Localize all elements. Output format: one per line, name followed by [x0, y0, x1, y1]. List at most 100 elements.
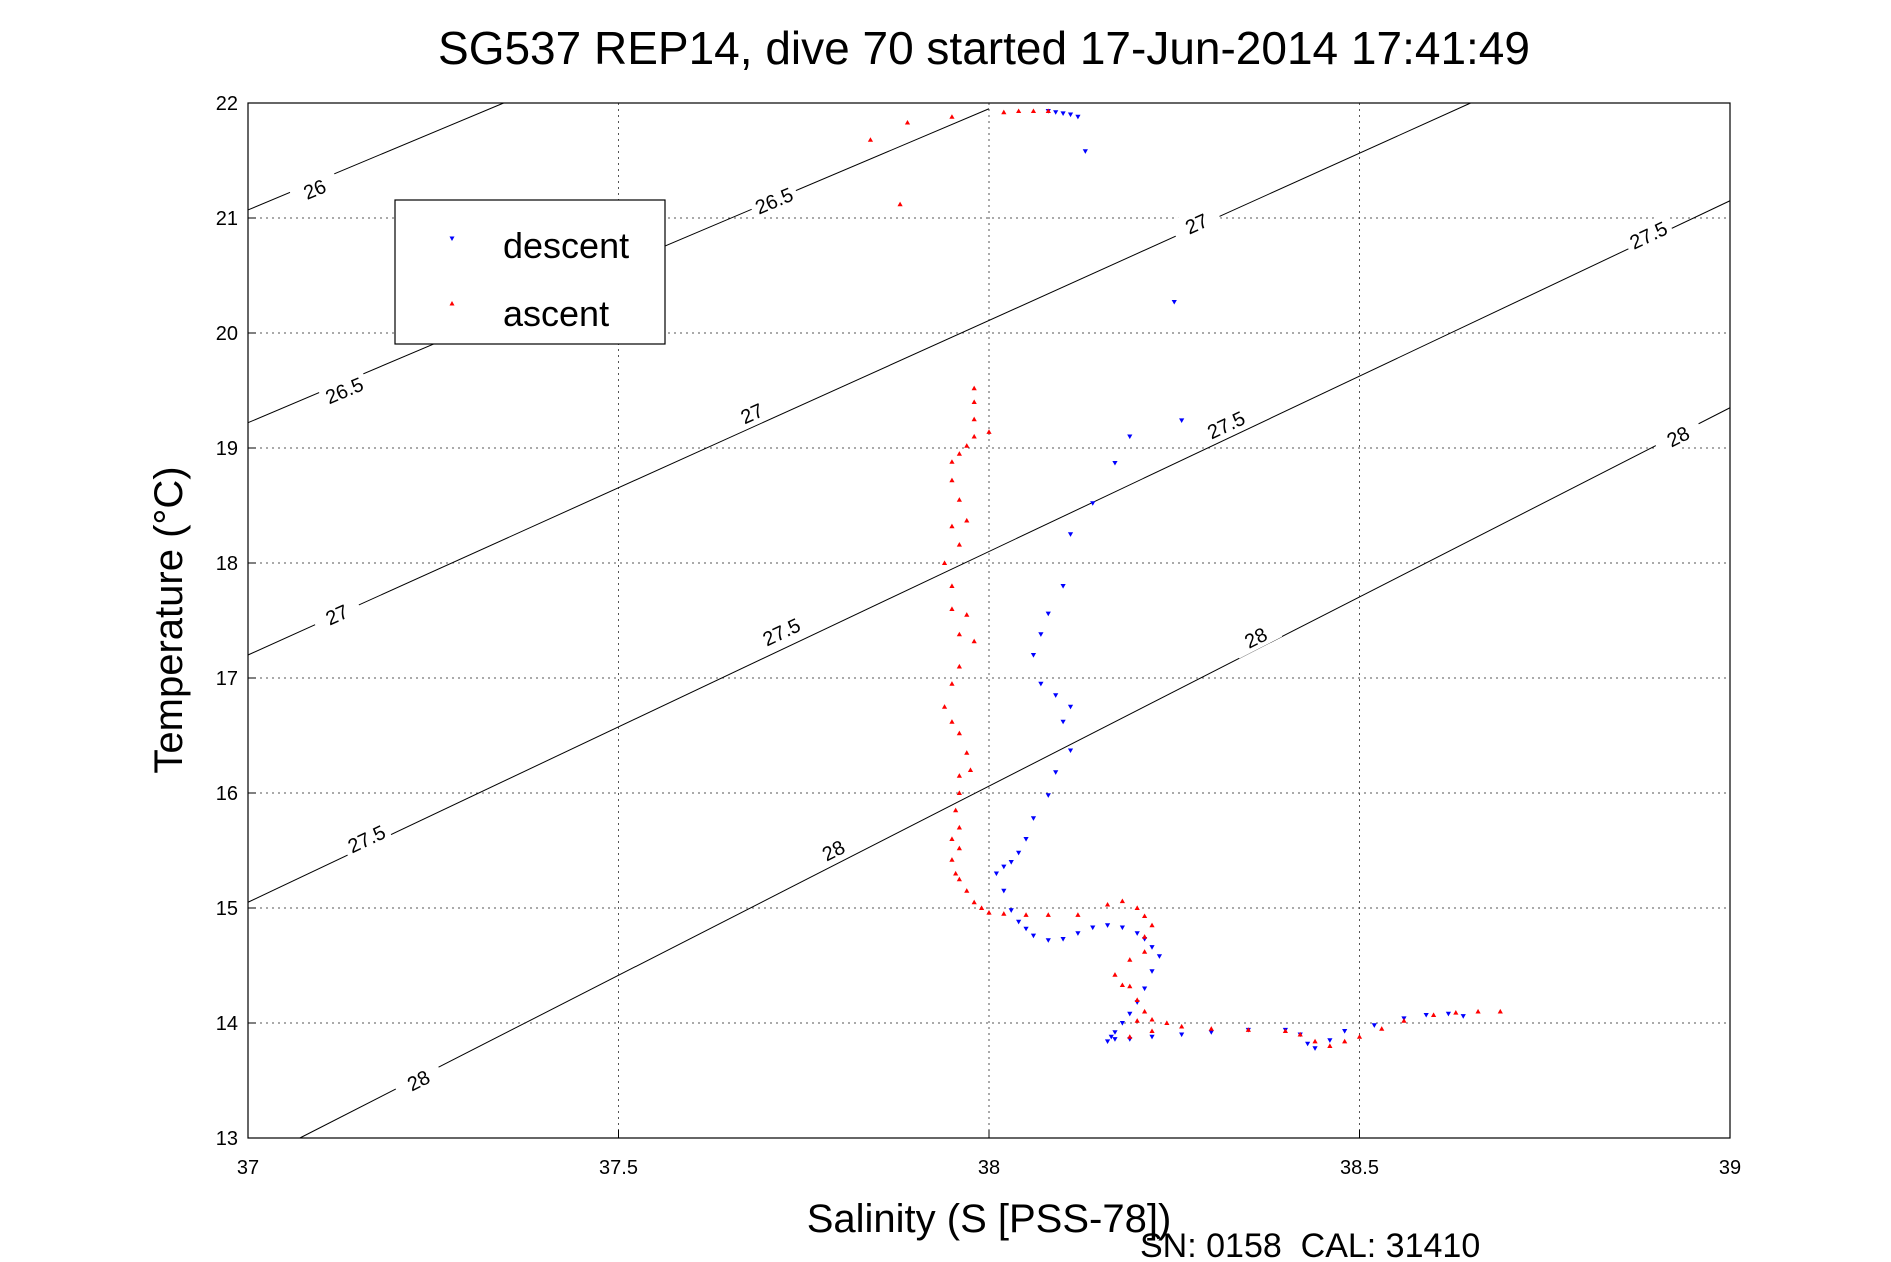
- ascent-point: [1030, 108, 1037, 114]
- y-tick-label: 14: [216, 1013, 238, 1035]
- descent-point: [1038, 632, 1044, 637]
- ascent-point: [1149, 922, 1155, 928]
- ascent-point: [949, 459, 955, 464]
- ascent-point: [904, 119, 911, 125]
- ascent-point: [949, 836, 955, 841]
- chart-title: SG537 REP14, dive 70 started 17-Jun-2014…: [438, 22, 1530, 74]
- ascent-point: [1312, 1038, 1318, 1044]
- y-tick-label: 13: [216, 1128, 238, 1150]
- descent-point: [1327, 1038, 1333, 1043]
- ascent-point: [1208, 1026, 1214, 1031]
- ascent-point: [1142, 913, 1148, 919]
- contour-line: [247, 102, 1471, 656]
- ascent-point: [1497, 1008, 1503, 1014]
- ascent-point: [1045, 912, 1051, 917]
- descent-point: [1134, 931, 1140, 936]
- ascent-point: [1164, 1020, 1170, 1025]
- descent-point: [1342, 1029, 1348, 1034]
- footer-serial-calibration: SN: 0158 CAL: 31410: [1140, 1227, 1480, 1262]
- contour-label-gap: [746, 179, 801, 221]
- ascent-point: [1327, 1043, 1333, 1048]
- descent-point: [1445, 1011, 1452, 1017]
- ascent-point: [1112, 972, 1118, 977]
- descent-point: [1179, 418, 1185, 423]
- y-tick-label: 15: [216, 898, 238, 920]
- descent-point: [1142, 986, 1148, 992]
- ascent-point: [1016, 108, 1022, 114]
- ascent-point: [953, 870, 959, 876]
- contour-label-gap: [1621, 213, 1675, 256]
- ascent-point: [964, 443, 970, 448]
- ascent-point: [956, 451, 962, 456]
- contour-label-group: 27: [309, 593, 364, 635]
- descent-point: [1108, 1034, 1114, 1040]
- descent-point: [1067, 532, 1074, 537]
- ascent-point: [949, 583, 955, 588]
- contour-label-gap: [1198, 402, 1253, 446]
- descent-point: [1053, 770, 1059, 775]
- ascent-point: [971, 899, 977, 905]
- ascent-point: [949, 857, 955, 862]
- ascent-point: [986, 429, 992, 434]
- descent-point: [1149, 1034, 1155, 1040]
- ascent-point: [956, 824, 962, 830]
- descent-point: [1045, 938, 1051, 943]
- y-tick-label: 17: [216, 668, 238, 690]
- descent-point: [1149, 969, 1155, 974]
- descent-point: [1112, 460, 1118, 466]
- descent-point: [1090, 925, 1096, 931]
- ascent-point: [971, 416, 977, 422]
- ascent-point: [1356, 1034, 1363, 1039]
- contour-label-gap: [309, 593, 364, 635]
- ascent-point: [1127, 1034, 1133, 1039]
- descent-point: [1104, 1039, 1111, 1044]
- ascent-point: [956, 497, 962, 502]
- descent-point: [1023, 837, 1029, 842]
- ascent-point: [1401, 1018, 1407, 1023]
- ascent-point: [1045, 108, 1051, 114]
- ascent-point: [956, 730, 962, 736]
- descent-point: [1060, 584, 1066, 589]
- ascent-point: [1119, 898, 1125, 904]
- ascent-point: [1453, 1010, 1459, 1015]
- x-tick-label: 37: [237, 1157, 259, 1179]
- ascent-point: [1431, 1012, 1437, 1017]
- descent-point: [1156, 954, 1163, 959]
- ascent-point: [1127, 957, 1133, 962]
- descent-point: [1149, 945, 1155, 950]
- descent-point: [1008, 860, 1014, 865]
- descent-point: [1060, 719, 1066, 725]
- descent-point: [1030, 653, 1037, 658]
- legend: descent ascent: [394, 199, 666, 345]
- descent-point: [1075, 931, 1081, 936]
- ascent-point: [1127, 983, 1133, 989]
- descent-point: [1016, 850, 1022, 856]
- ascent-point: [1379, 1026, 1385, 1031]
- descent-point: [1127, 434, 1133, 440]
- descent-point: [1208, 1030, 1214, 1035]
- descent-point: [1038, 681, 1044, 687]
- descent-point: [1067, 704, 1074, 710]
- ascent-point: [1104, 901, 1111, 907]
- ascent-point: [971, 385, 977, 391]
- descent-point: [1030, 933, 1037, 939]
- x-tick-label: 38: [978, 1157, 1000, 1179]
- descent-point: [1423, 1012, 1429, 1018]
- ascent-point: [949, 477, 955, 483]
- descent-point: [1008, 908, 1014, 913]
- ascent-point: [971, 433, 977, 439]
- contour-label-group: 28: [1650, 414, 1705, 458]
- ascent-point: [971, 638, 977, 644]
- legend-marker-descent: [449, 236, 455, 241]
- descent-point: [1171, 299, 1177, 305]
- ascent-point: [956, 790, 962, 795]
- ascent-point: [1142, 1008, 1148, 1014]
- descent-point: [1030, 816, 1037, 821]
- ascent-point: [1075, 912, 1081, 917]
- y-tick-label: 22: [216, 93, 238, 115]
- y-tick-label: 20: [216, 323, 238, 345]
- ascent-point: [964, 517, 970, 523]
- contour-label-gap: [806, 828, 860, 872]
- ascent-point: [1179, 1023, 1185, 1029]
